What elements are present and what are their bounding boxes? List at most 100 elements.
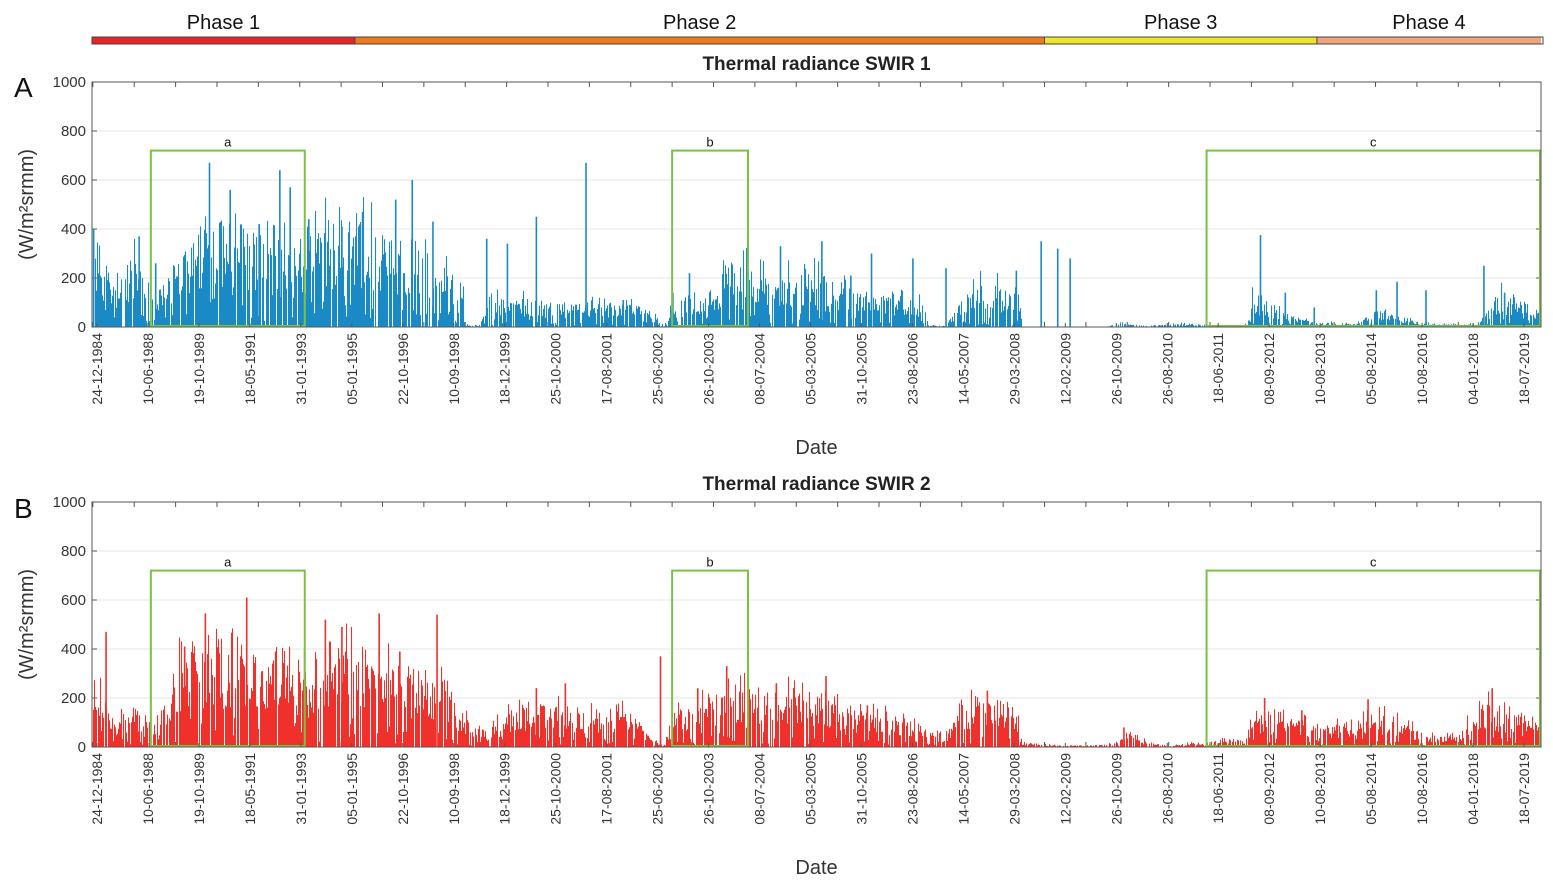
bar — [440, 700, 442, 747]
bar — [624, 324, 626, 327]
bar — [593, 308, 595, 327]
x-tick-label: 08-09-2012 — [1261, 753, 1277, 825]
bar — [291, 282, 293, 327]
bar — [934, 744, 936, 747]
bar — [1188, 324, 1190, 327]
bar — [929, 743, 931, 747]
bar — [597, 718, 599, 747]
bar — [556, 324, 558, 327]
bar — [233, 287, 235, 327]
bar — [954, 722, 956, 747]
bar — [423, 709, 425, 747]
bar — [749, 689, 751, 747]
bar — [567, 309, 569, 327]
bar — [626, 721, 628, 747]
bar — [741, 291, 743, 327]
bar — [371, 202, 373, 327]
bar — [414, 274, 416, 327]
bar — [1401, 726, 1403, 747]
bar — [978, 705, 980, 747]
bar — [123, 714, 125, 747]
bar — [386, 266, 388, 327]
bar — [1364, 319, 1366, 327]
bar — [1481, 320, 1483, 327]
bar — [100, 275, 102, 327]
bar — [1538, 312, 1540, 327]
bar — [1141, 325, 1143, 327]
bar — [1177, 745, 1179, 747]
bar — [511, 710, 513, 747]
bar — [863, 297, 865, 327]
bar — [911, 314, 913, 327]
bar — [385, 698, 387, 747]
bar — [267, 707, 269, 747]
bar — [1510, 737, 1512, 747]
bar — [145, 715, 147, 747]
y-tick-label: 800 — [61, 123, 86, 140]
bar — [1288, 320, 1290, 327]
bar — [1320, 728, 1322, 747]
bar — [594, 307, 596, 327]
bar — [1009, 294, 1011, 327]
bar — [1251, 308, 1253, 327]
bar — [783, 713, 785, 747]
bar — [1252, 287, 1254, 327]
bar — [329, 265, 331, 327]
bar — [288, 254, 290, 327]
bar — [704, 311, 706, 327]
bar — [1409, 322, 1411, 327]
bar — [798, 696, 800, 747]
bar — [518, 303, 520, 327]
bar — [1087, 745, 1089, 747]
bar — [510, 303, 512, 327]
bar — [1091, 745, 1093, 747]
bar — [327, 241, 329, 327]
bar-peak — [1375, 290, 1378, 327]
bar — [136, 273, 138, 327]
bar — [569, 721, 571, 747]
bar — [1185, 745, 1187, 747]
bar — [1249, 737, 1251, 747]
bar — [583, 312, 585, 327]
bar — [144, 736, 146, 747]
bar — [161, 295, 163, 327]
bar — [875, 717, 877, 747]
bar — [352, 246, 354, 327]
bar-peak — [725, 666, 728, 747]
bar — [770, 708, 772, 747]
bar — [350, 724, 352, 747]
bar — [425, 239, 427, 327]
bar — [1328, 727, 1330, 747]
bar — [1524, 301, 1526, 327]
bar — [449, 312, 451, 327]
bar — [1428, 741, 1430, 747]
y-axis-label: (W/m²srmm) — [16, 149, 38, 260]
bar — [1416, 731, 1418, 747]
bar — [434, 313, 436, 327]
bar — [587, 738, 589, 747]
bar — [1373, 723, 1375, 747]
bar — [870, 714, 872, 747]
bar — [191, 247, 193, 327]
bar — [542, 315, 544, 327]
bar — [461, 297, 463, 327]
bar — [372, 308, 374, 327]
bar — [187, 668, 189, 747]
bar — [1398, 741, 1400, 747]
bar — [447, 680, 449, 747]
bar — [587, 302, 589, 327]
bar — [266, 680, 268, 747]
bar — [488, 739, 490, 747]
bar — [947, 741, 949, 747]
x-tick-label: 26-08-2010 — [1159, 753, 1175, 825]
bar — [806, 286, 808, 327]
bar — [907, 311, 909, 327]
bar — [791, 699, 793, 747]
bar — [886, 711, 888, 747]
bar — [318, 233, 320, 327]
bar — [133, 298, 135, 327]
bar — [1162, 744, 1164, 747]
bar — [787, 723, 789, 747]
bar — [1017, 320, 1019, 327]
bar — [479, 725, 481, 747]
